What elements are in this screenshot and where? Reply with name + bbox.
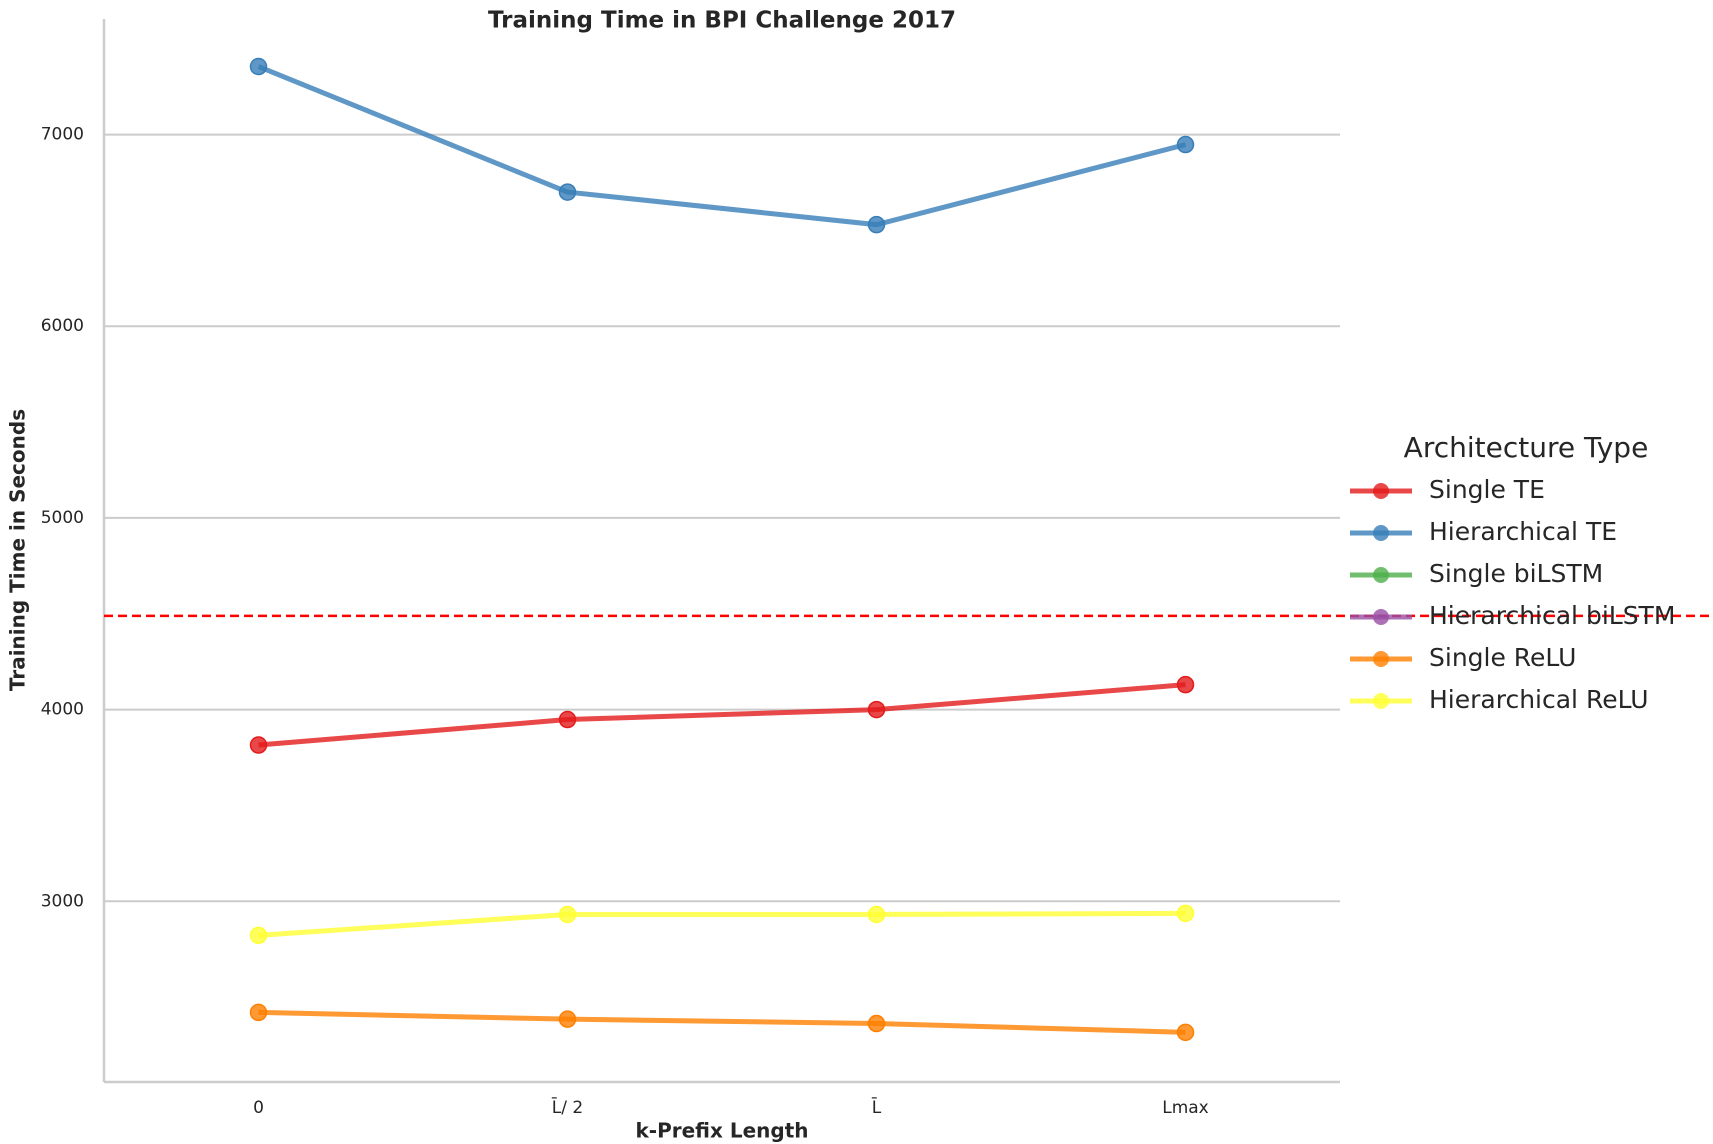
point [867, 905, 886, 924]
y-tick-label: 5000 [41, 508, 84, 528]
legend-marker [1373, 483, 1389, 499]
y-tick-label: 3000 [41, 891, 84, 911]
series-line [257, 64, 1187, 228]
point [249, 1003, 268, 1022]
point [249, 57, 268, 76]
legend-label: Hierarchical ReLU [1429, 685, 1649, 714]
legend-marker [1373, 651, 1389, 667]
legend-label: Single biLSTM [1429, 559, 1603, 588]
point [867, 215, 886, 234]
point [249, 736, 268, 754]
legend-marker [1373, 693, 1389, 709]
legend-label: Hierarchical biLSTM [1429, 601, 1675, 630]
y-tick-label: 7000 [41, 125, 84, 145]
legend-marker [1373, 609, 1389, 625]
legend-label: Single TE [1429, 475, 1545, 504]
x-axis-label: k-Prefix Length [635, 1119, 808, 1143]
legend-label: Hierarchical TE [1429, 517, 1617, 546]
legend-label: Single ReLU [1429, 643, 1576, 672]
series-line [258, 910, 1186, 938]
x-tick-label: Lmax [1162, 1098, 1209, 1118]
point [558, 905, 577, 924]
legend-title: Architecture Type [1404, 431, 1649, 464]
chart-title: Training Time in BPI Challenge 2017 [488, 8, 956, 34]
x-tick-label: 0 [253, 1098, 264, 1118]
y-axis-label: Training Time in Seconds [6, 409, 30, 691]
legend-marker [1373, 567, 1389, 583]
point [1176, 904, 1195, 923]
point [1176, 675, 1195, 694]
series-line [258, 1009, 1186, 1035]
point [1176, 135, 1195, 154]
y-tick-label: 4000 [41, 700, 84, 720]
point [558, 183, 577, 201]
y-tick-label: 6000 [41, 316, 84, 336]
point [558, 1010, 577, 1028]
point [1176, 1023, 1195, 1042]
legend-marker [1373, 525, 1389, 541]
point [867, 700, 886, 719]
point [249, 926, 268, 945]
x-tick-label: L̄/ 2 [552, 1096, 584, 1118]
point [867, 1014, 886, 1033]
point [558, 710, 577, 729]
series-line [258, 682, 1186, 748]
x-tick-label: L̄ [871, 1096, 881, 1118]
